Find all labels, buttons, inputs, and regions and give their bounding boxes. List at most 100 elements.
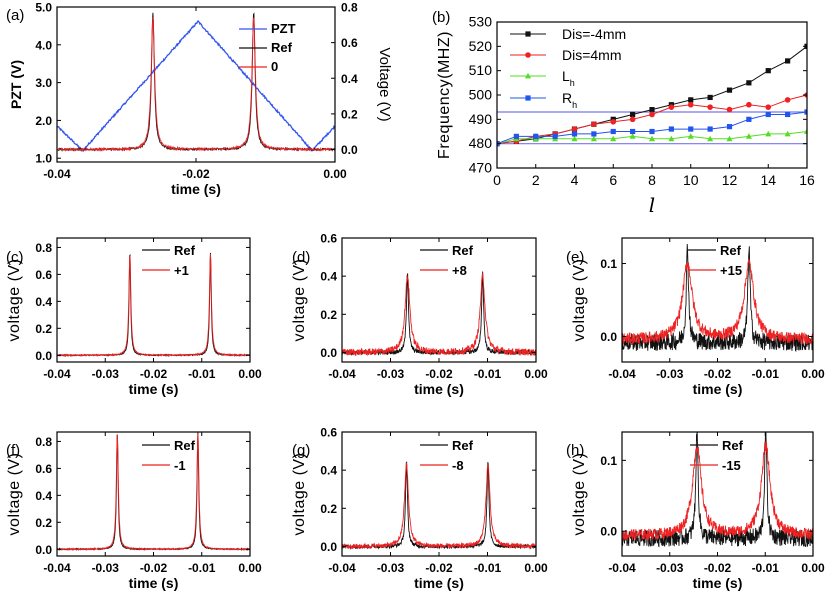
x-tick-label-e-2: -0.02: [704, 367, 732, 381]
data-point-b-2-12: [726, 135, 733, 142]
data-point-b-3-5: [591, 131, 597, 137]
legend-label-b-1: Dis=4mm: [562, 47, 622, 63]
y-tick-label-a-3: 4.0: [35, 38, 52, 52]
series-line-f-0: [57, 432, 250, 552]
legend-label-a-0: PZT: [271, 21, 296, 36]
y-tick-label-b-1: 480: [469, 135, 493, 151]
legend-label-h-0: Ref: [722, 438, 744, 453]
x-axis-label-a: time (s): [171, 181, 221, 197]
x-tick-label-g-4: 0.00: [524, 561, 548, 575]
y-tick-label-h-1: 0.1: [600, 454, 617, 468]
panel-label-a: (a): [6, 7, 24, 24]
y2-tick-label-a-0: 0.0: [341, 143, 358, 157]
data-point-b-3-14: [765, 111, 771, 118]
y-axis-label-b: Frequency(MHZ): [436, 31, 453, 159]
y2-tick-label-a-1: 0.2: [341, 107, 358, 121]
panel-label-b: (b): [432, 9, 450, 26]
data-point-b-1-10: [687, 101, 694, 108]
x-tick-label-f-1: -0.03: [92, 561, 120, 575]
plot-area-d: [342, 271, 536, 357]
y-tick-label-g-2: 0.4: [320, 464, 337, 478]
data-point-b-0-13: [746, 80, 752, 86]
data-point-b-1-14: [765, 104, 772, 110]
panel-label-f: (f): [6, 442, 20, 459]
legend-label-c-1: +1: [174, 263, 189, 278]
x-tick-label-e-3: -0.01: [752, 367, 780, 381]
y2-tick-label-a-4: 0.8: [341, 1, 358, 15]
panel-e: -0.04 -0.03 -0.02 -0.01 0.00 0.0 0.1 time (s) vo…: [566, 238, 825, 397]
data-point-b-2-15: [784, 130, 791, 137]
plot-frame-d: [341, 237, 537, 363]
x-tick-label-c-3: -0.01: [188, 367, 216, 381]
data-point-b-1-12: [726, 106, 733, 113]
y-tick-label-b-2: 490: [469, 111, 493, 127]
y-axis-label-f: voltage (V): [6, 453, 23, 536]
data-point-b-3-6: [610, 128, 616, 135]
legend-subscript-b-2: h: [570, 78, 575, 88]
y-tick-label-f-3: 0.6: [35, 462, 52, 476]
data-point-b-3-16: [804, 109, 807, 115]
y-tick-label-e-0: 0.0: [600, 330, 617, 344]
y-tick-label-b-5: 520: [469, 38, 493, 54]
x-tick-label-b-5: 10: [683, 172, 699, 188]
plot-frame-e: [621, 237, 814, 363]
data-point-b-0-10: [688, 97, 694, 103]
data-point-b-3-13: [746, 116, 752, 122]
data-point-b-3-3: [552, 133, 558, 139]
y-tick-label-e-1: 0.1: [600, 257, 617, 271]
data-point-b-2-5: [590, 135, 597, 142]
y-tick-label-c-2: 0.4: [35, 295, 52, 309]
x-tick-label-f-2: -0.02: [140, 561, 168, 575]
plot-frame-c: [56, 237, 251, 363]
x-tick-label-f-3: -0.01: [188, 561, 216, 575]
legend-label-c-0: Ref: [174, 243, 196, 258]
data-point-b-3-2: [533, 133, 539, 139]
data-point-b-1-5: [591, 121, 597, 127]
x-axis-label-g: time (s): [414, 575, 464, 591]
data-point-b-2-9: [668, 135, 675, 142]
y-axis-label-h: voltage (V): [571, 453, 588, 536]
x-axis-label-d: time (s): [414, 381, 464, 397]
data-point-b-3-1: [513, 133, 519, 139]
data-point-b-0-11: [707, 94, 713, 101]
data-point-b-1-7: [629, 116, 636, 123]
legend-label-d-0: Ref: [452, 243, 474, 258]
y-tick-label-c-3: 0.6: [35, 268, 52, 282]
y-tick-label-a-0: 1.0: [35, 152, 52, 166]
x-tick-label-e-0: -0.04: [608, 367, 636, 381]
panel-label-c: (c): [6, 249, 24, 266]
y-axis-label-a: PZT (V): [8, 60, 24, 109]
data-point-b-1-6: [610, 118, 617, 125]
data-point-b-2-11: [707, 135, 714, 142]
plot-frame-a: [56, 6, 336, 163]
legend-marker-b-2: [525, 72, 531, 79]
x-tick-label-b-2: 4: [571, 172, 579, 188]
y-tick-label-b-3: 500: [469, 87, 493, 103]
panel-h: -0.04 -0.03 -0.02 -0.01 0.00 0.0 0.1 time (s) vo…: [566, 432, 825, 591]
panel-b: 0 2 4 6 8 10 12 14 16 470 480 490 500 510 520 530 l Frequ…: [432, 9, 815, 217]
x-tick-label-d-3: -0.01: [474, 367, 502, 381]
y-tick-label-a-2: 3.0: [35, 76, 52, 90]
legend-label-b-3: Rh: [562, 90, 577, 110]
data-point-b-3-8: [649, 128, 655, 135]
x-tick-label-h-3: -0.01: [752, 561, 780, 575]
x-tick-label-h-4: 0.00: [801, 561, 825, 575]
y-tick-label-f-4: 0.8: [35, 435, 52, 449]
data-point-b-2-6: [610, 135, 617, 142]
data-point-b-0-8: [649, 107, 655, 113]
plot-frame-f: [56, 431, 251, 557]
x-tick-label-b-0: 0: [493, 172, 501, 188]
x-tick-label-a-1: -0.02: [182, 167, 210, 181]
plot-frame-g: [341, 431, 537, 557]
y-axis-label-c: voltage (V): [6, 259, 23, 342]
data-point-b-3-11: [707, 126, 713, 132]
x-tick-label-a-0: -0.04: [43, 167, 71, 181]
series-line-g-0: [342, 461, 536, 550]
data-point-b-0-12: [726, 87, 733, 93]
legend-label-e-0: Ref: [720, 243, 742, 258]
x-axis-label-c: time (s): [129, 381, 179, 397]
data-point-b-2-10: [687, 133, 694, 139]
panel-g: -0.04 -0.03 -0.02 -0.01 0.00 0.0 0.2 0.4 0.6 time…: [291, 426, 548, 592]
x-tick-label-g-2: -0.02: [425, 561, 453, 575]
